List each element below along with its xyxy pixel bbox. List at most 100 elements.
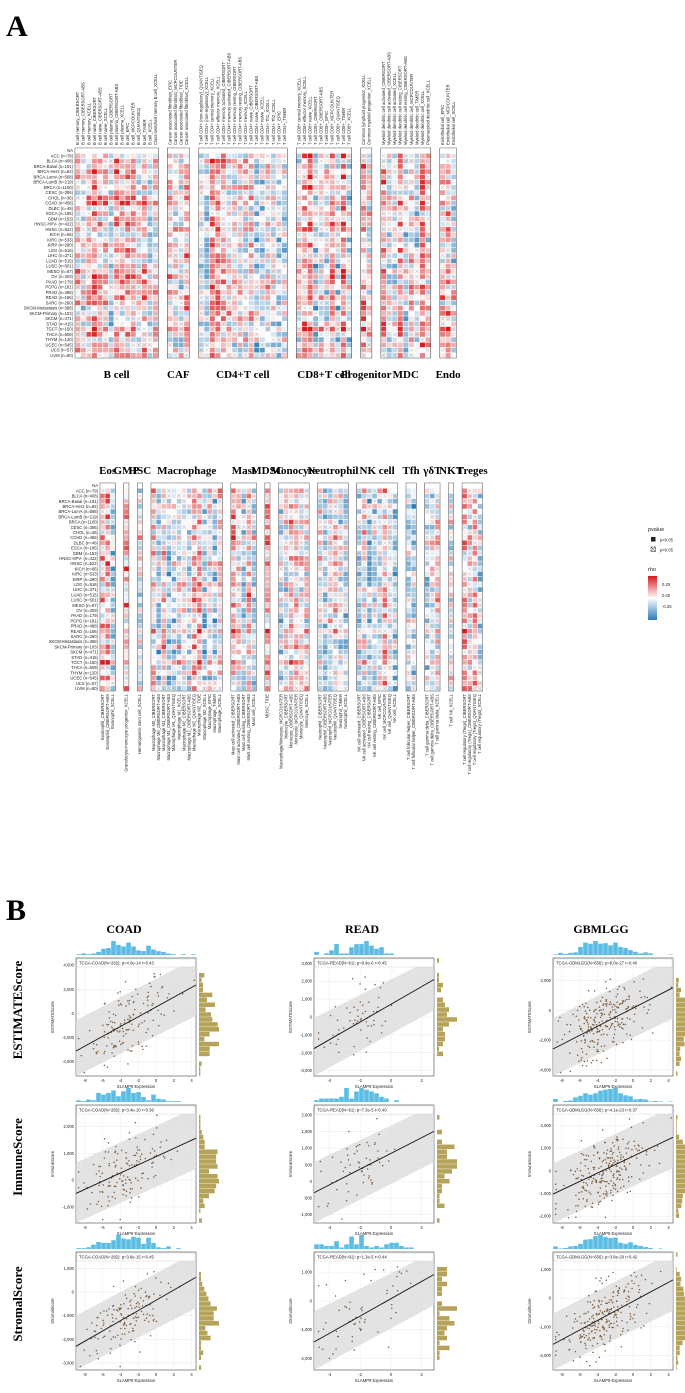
heatmap-cell (386, 347, 392, 353)
heatmap-cell (403, 326, 409, 332)
heatmap-cell (181, 545, 187, 551)
heatmap-cell (178, 216, 184, 222)
heatmap-cell (445, 237, 451, 243)
heatmap-cell (329, 169, 335, 174)
heatmap-cell (130, 242, 136, 248)
heatmap-ns-mark (392, 290, 397, 295)
heatmap-cell (136, 321, 142, 327)
heatmap-cell (226, 153, 232, 159)
heatmap-cell (147, 148, 153, 153)
heatmap-cell (110, 535, 115, 540)
heatmap-ns-mark (86, 206, 91, 211)
heatmap-cell (346, 164, 352, 169)
heatmap-cell (125, 258, 131, 264)
heatmap-cell (124, 493, 129, 499)
heatmap-cell (259, 316, 265, 321)
heatmap-ns-mark (202, 665, 207, 670)
heatmap-cell (361, 179, 366, 185)
heatmap-cell (147, 195, 153, 201)
heatmap-cell (119, 221, 125, 227)
heatmap-ns-mark (446, 159, 451, 163)
heatmap-cell (137, 665, 143, 670)
heatmap-ns-mark (403, 274, 408, 279)
heatmap-cell (184, 263, 190, 269)
heatmap-cell (187, 561, 192, 566)
heatmap-cell (197, 649, 202, 655)
heatmap-cell (184, 158, 190, 164)
heatmap-cell (425, 316, 431, 321)
heatmap-cell (197, 654, 202, 660)
heatmap-cell (75, 248, 81, 253)
heatmap-ns-mark (81, 180, 86, 184)
heatmap-cell (181, 488, 187, 494)
heatmap-cell (86, 284, 92, 290)
heatmap-cell (217, 576, 223, 582)
heatmap-cell (397, 332, 403, 337)
heatmap-cell (100, 597, 105, 603)
heatmap-cell (381, 190, 387, 195)
heatmap-cell (340, 169, 346, 174)
heatmap-cell (296, 353, 302, 358)
heatmap-cell (119, 232, 125, 237)
heatmap-ns-mark (120, 274, 125, 279)
heatmap-cell (324, 185, 330, 190)
heatmap-cell (167, 158, 173, 164)
heatmap-ns-mark (227, 185, 231, 190)
heatmap-cell (147, 321, 153, 327)
heatmap-group-title: Endo (436, 369, 462, 381)
heatmap-cell (243, 216, 249, 222)
heatmap-cell (318, 195, 324, 201)
heatmap-cell (153, 248, 158, 253)
heatmap-cell (100, 623, 105, 629)
heatmap-ns-mark (148, 285, 152, 289)
heatmap-cell (153, 185, 158, 190)
cancer-row-label: THYM (n=120) (70, 670, 98, 675)
heatmap-ns-mark (197, 509, 202, 514)
heatmap-cell (420, 316, 425, 321)
heatmap-cell (270, 248, 276, 253)
heatmap-cell (296, 221, 302, 227)
heatmap-ns-mark (232, 332, 237, 337)
heatmap-cell (151, 576, 156, 582)
heatmap-cell (86, 148, 92, 153)
heatmap-cell (181, 587, 187, 592)
heatmap-cell (161, 592, 166, 598)
heatmap-ns-mark (124, 645, 129, 649)
heatmap-ns-mark (249, 217, 254, 221)
heatmap-cell (215, 300, 221, 306)
heatmap-cell (386, 206, 392, 211)
heatmap-cell (440, 290, 446, 295)
heatmap-ns-mark (409, 227, 414, 232)
heatmap-cell (307, 190, 313, 195)
heatmap-cell (141, 258, 147, 264)
cancer-row-label: LUSC (n=501) (46, 264, 73, 269)
heatmap-cell (124, 618, 129, 624)
heatmap-cell (248, 321, 254, 327)
heatmap-cell (366, 164, 372, 169)
heatmap-cell (307, 211, 313, 216)
heatmap-cell (75, 211, 81, 216)
heatmap-cell (217, 493, 223, 499)
heatmap-ns-mark (105, 577, 110, 581)
heatmap-ns-mark (103, 253, 108, 258)
heatmap-cell (276, 148, 282, 153)
heatmap-cell (259, 274, 265, 279)
heatmap-ns-mark (138, 639, 142, 644)
heatmap-cell (451, 300, 457, 306)
heatmap-ns-mark (361, 322, 366, 326)
heatmap-cell (207, 608, 212, 613)
heatmap-cell (178, 227, 184, 232)
heatmap-ns-mark (324, 238, 329, 242)
heatmap-ns-mark (184, 348, 189, 352)
heatmap-cell (207, 556, 212, 561)
heatmap-cell (237, 232, 243, 237)
heatmap-cell (119, 237, 125, 243)
heatmap-cell (137, 524, 143, 530)
heatmap-cell (103, 242, 108, 248)
heatmap-cell (167, 200, 173, 206)
heatmap-cell (124, 576, 129, 582)
heatmap-ns-mark (105, 613, 110, 618)
heatmap-ns-mark (120, 322, 125, 326)
heatmap-column-label: Myeloid dendritic cell activated_CIBERSO… (387, 52, 392, 145)
heatmap-ns-mark (187, 504, 191, 509)
